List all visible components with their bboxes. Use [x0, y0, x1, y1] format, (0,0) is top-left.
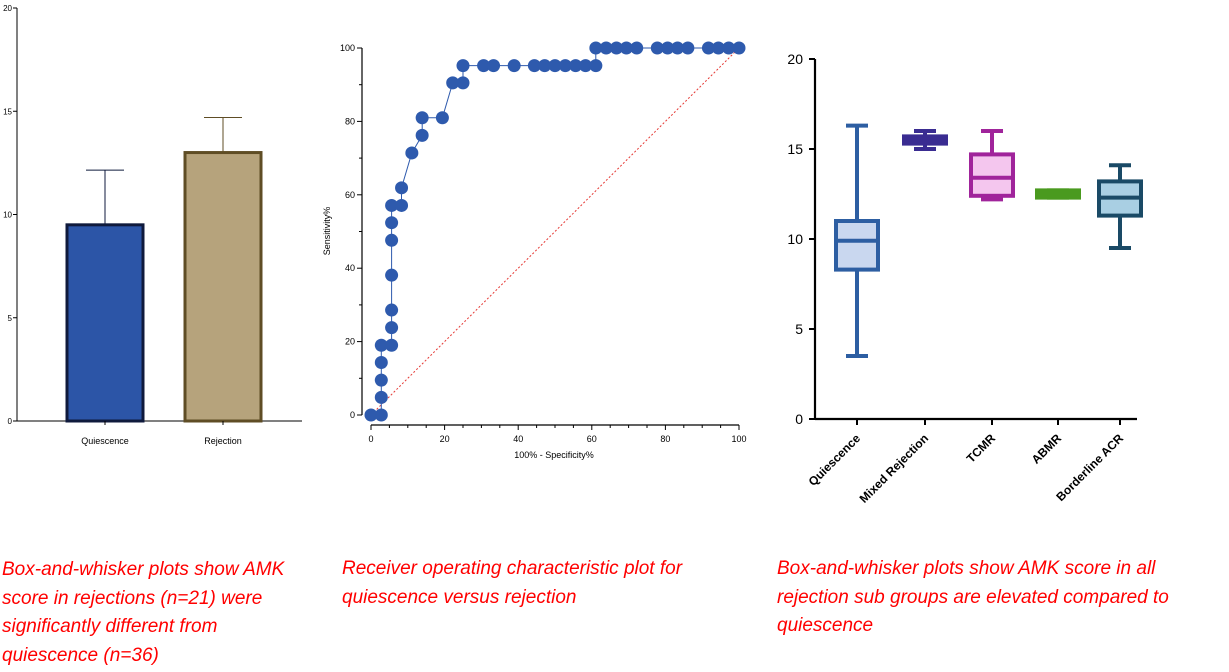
caption-line: quiescence versus rejection [342, 586, 577, 608]
x-tick-label: 0 [368, 434, 373, 444]
roc-point [609, 41, 623, 55]
roc-point [374, 390, 388, 404]
y-tick-label: 80 [345, 116, 355, 126]
roc-point [538, 59, 552, 73]
caption-line: quiescence (n=36) [2, 644, 159, 666]
roc-point [364, 408, 378, 422]
caption-bar-chart: Box-and-whisker plots show AMK score in … [2, 556, 284, 670]
roc-point [477, 59, 491, 73]
x-axis-label: 100% - Specificity% [514, 450, 594, 460]
x-tick-label: Quiescence [806, 431, 864, 489]
roc-point [487, 59, 501, 73]
x-tick-label: 20 [440, 434, 450, 444]
roc-point [374, 356, 388, 370]
y-tick-label: 0 [350, 410, 355, 420]
y-tick-label: 15 [3, 107, 12, 116]
x-tick-label: 60 [587, 434, 597, 444]
roc-point [446, 76, 460, 90]
roc-point [385, 303, 399, 317]
roc-point [650, 41, 664, 55]
roc-point [395, 181, 409, 195]
roc-point [579, 59, 593, 73]
y-tick-label: 20 [345, 337, 355, 347]
roc-point [374, 408, 388, 422]
roc-point [415, 128, 429, 142]
roc-point [456, 59, 470, 73]
roc-point [385, 338, 399, 352]
roc-point [671, 41, 685, 55]
roc-point [681, 41, 695, 55]
x-tick-label: Quiescence [81, 436, 129, 446]
y-tick-label: 5 [8, 314, 13, 323]
x-tick-label: 40 [513, 434, 523, 444]
roc-point [732, 41, 746, 55]
roc-point [701, 41, 715, 55]
roc-point [405, 146, 419, 160]
x-tick-label: Mixed Rejection [857, 431, 932, 506]
roc-point [385, 321, 399, 335]
caption-line: significantly different from [2, 616, 218, 637]
roc-point [569, 59, 583, 73]
roc-point [374, 338, 388, 352]
y-tick-label: 5 [795, 321, 803, 337]
roc-point [619, 41, 633, 55]
roc-point [456, 76, 470, 90]
y-tick-label: 60 [345, 190, 355, 200]
caption-line: Box-and-whisker plots show AMK [2, 559, 285, 580]
roc-point [435, 111, 449, 125]
roc-point [711, 41, 725, 55]
caption-line: score in rejections (n=21) were [2, 587, 263, 609]
roc-point [527, 59, 541, 73]
y-tick-label: 0 [8, 417, 13, 426]
y-tick-label: 15 [787, 141, 803, 157]
roc-point [558, 59, 572, 73]
box [834, 219, 880, 272]
y-tick-label: 10 [3, 211, 12, 220]
roc-point [548, 59, 562, 73]
bar [183, 151, 263, 423]
roc-point [589, 59, 603, 73]
roc-point [385, 198, 399, 212]
roc-point [507, 59, 521, 73]
y-axis-label: Sensitivity% [322, 207, 332, 256]
roc-point [395, 198, 409, 212]
roc-point [722, 41, 736, 55]
y-tick-label: 100 [340, 43, 355, 53]
roc-point [630, 41, 644, 55]
y-tick-label: 20 [3, 4, 12, 13]
caption-line: quiescence [777, 615, 874, 636]
caption-roc-chart: Receiver operating characteristic plot f… [342, 555, 682, 612]
roc-point [374, 373, 388, 387]
y-tick-label: 10 [787, 231, 803, 247]
roc-point [599, 41, 613, 55]
bar-chart: 0 5 10 15 20 Quiescence Rejection [3, 4, 302, 446]
y-tick-label: 20 [787, 51, 803, 67]
box [969, 152, 1015, 198]
roc-chart: 0 20 40 60 80 100 0 20 40 60 80 100 100% - Specifici… [322, 41, 747, 460]
y-tick-label: 0 [795, 411, 803, 427]
caption-line: rejection sub groups are elevated compar… [777, 586, 1169, 608]
bar [65, 223, 145, 423]
x-tick-label: TCMR [964, 431, 999, 466]
roc-point [589, 41, 603, 55]
x-tick-label: Rejection [204, 436, 242, 446]
roc-point [385, 233, 399, 247]
reference-line [370, 47, 740, 416]
x-tick-label: ABMR [1029, 431, 1065, 467]
x-tick-label: Borderline ACR [1053, 431, 1126, 504]
roc-point [661, 41, 675, 55]
roc-point [415, 111, 429, 125]
roc-point [385, 268, 399, 282]
caption-line: Receiver operating characteristic plot f… [342, 558, 683, 579]
caption-box-chart: Box-and-whisker plots show AMK score in … [777, 555, 1169, 641]
y-tick-label: 40 [345, 263, 355, 273]
roc-point [385, 216, 399, 230]
caption-line: Box-and-whisker plots show AMK score in … [777, 558, 1156, 579]
x-tick-label: 100 [731, 434, 746, 444]
x-tick-label: 80 [660, 434, 670, 444]
